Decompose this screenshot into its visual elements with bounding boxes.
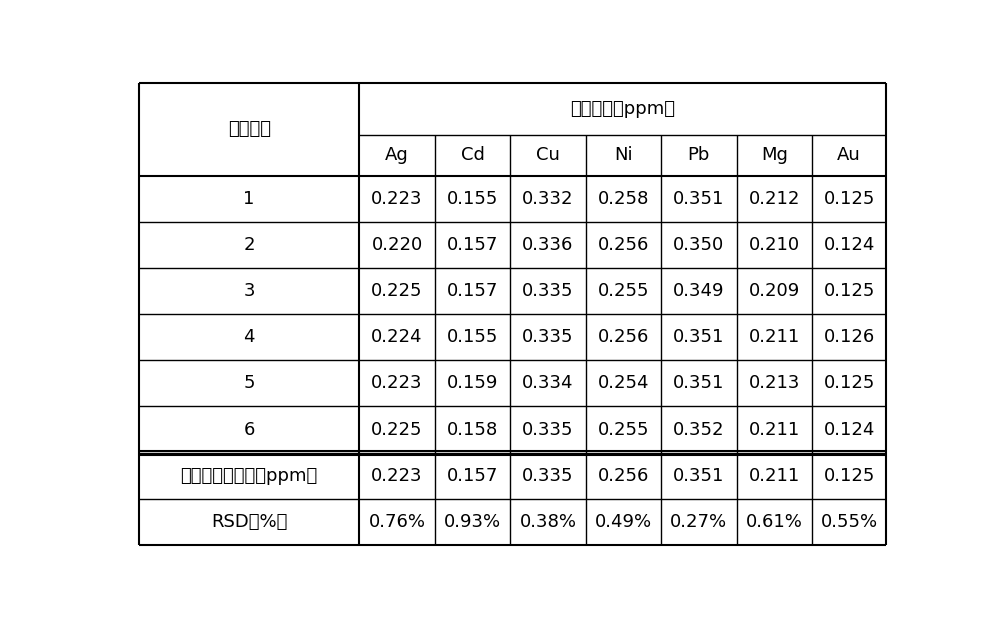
Text: 0.334: 0.334 [522, 374, 574, 392]
Text: 0.76%: 0.76% [369, 513, 426, 531]
Text: 0.210: 0.210 [749, 236, 800, 254]
Text: Ag: Ag [385, 146, 409, 164]
Text: 0.55%: 0.55% [821, 513, 878, 531]
Text: 0.124: 0.124 [823, 420, 875, 439]
Text: 杂质含量平均值（ppm）: 杂质含量平均值（ppm） [181, 466, 318, 485]
Text: 2: 2 [243, 236, 255, 254]
Text: 1: 1 [243, 190, 255, 208]
Text: 0.350: 0.350 [673, 236, 725, 254]
Text: 0.224: 0.224 [371, 328, 423, 346]
Text: 0.332: 0.332 [522, 190, 574, 208]
Text: Ni: Ni [614, 146, 633, 164]
Text: 0.351: 0.351 [673, 328, 725, 346]
Text: 0.155: 0.155 [447, 328, 498, 346]
Text: 杂质含量（ppm）: 杂质含量（ppm） [570, 100, 675, 118]
Text: 0.254: 0.254 [598, 374, 649, 392]
Text: 0.335: 0.335 [522, 420, 574, 439]
Text: 0.335: 0.335 [522, 328, 574, 346]
Text: 3: 3 [243, 282, 255, 300]
Text: 0.220: 0.220 [371, 236, 423, 254]
Text: 0.223: 0.223 [371, 466, 423, 485]
Text: 0.157: 0.157 [447, 236, 498, 254]
Text: 0.351: 0.351 [673, 466, 725, 485]
Text: 6: 6 [243, 420, 255, 439]
Text: Mg: Mg [761, 146, 788, 164]
Text: 0.125: 0.125 [823, 466, 875, 485]
Text: 0.258: 0.258 [598, 190, 649, 208]
Text: Pb: Pb [688, 146, 710, 164]
Text: 0.351: 0.351 [673, 374, 725, 392]
Text: 0.335: 0.335 [522, 282, 574, 300]
Text: 0.256: 0.256 [598, 466, 649, 485]
Text: Cu: Cu [536, 146, 560, 164]
Text: 0.225: 0.225 [371, 282, 423, 300]
Text: 试验次数: 试验次数 [228, 121, 271, 139]
Text: RSD（%）: RSD（%） [211, 513, 287, 531]
Text: 0.38%: 0.38% [519, 513, 576, 531]
Text: 0.93%: 0.93% [444, 513, 501, 531]
Text: 0.124: 0.124 [823, 236, 875, 254]
Text: 0.27%: 0.27% [670, 513, 727, 531]
Text: 4: 4 [243, 328, 255, 346]
Text: 0.211: 0.211 [749, 328, 800, 346]
Text: 0.126: 0.126 [823, 328, 875, 346]
Text: 0.213: 0.213 [749, 374, 800, 392]
Text: 0.125: 0.125 [823, 374, 875, 392]
Text: 0.255: 0.255 [598, 420, 649, 439]
Text: 0.155: 0.155 [447, 190, 498, 208]
Text: 0.352: 0.352 [673, 420, 725, 439]
Text: 0.223: 0.223 [371, 190, 423, 208]
Text: 0.157: 0.157 [447, 282, 498, 300]
Text: Cd: Cd [461, 146, 484, 164]
Text: 0.125: 0.125 [823, 282, 875, 300]
Text: 0.212: 0.212 [749, 190, 800, 208]
Text: 0.351: 0.351 [673, 190, 725, 208]
Text: 5: 5 [243, 374, 255, 392]
Text: 0.255: 0.255 [598, 282, 649, 300]
Text: 0.336: 0.336 [522, 236, 574, 254]
Text: 0.159: 0.159 [447, 374, 498, 392]
Text: 0.335: 0.335 [522, 466, 574, 485]
Text: 0.223: 0.223 [371, 374, 423, 392]
Text: 0.256: 0.256 [598, 236, 649, 254]
Text: 0.211: 0.211 [749, 420, 800, 439]
Text: 0.225: 0.225 [371, 420, 423, 439]
Text: 0.209: 0.209 [749, 282, 800, 300]
Text: 0.158: 0.158 [447, 420, 498, 439]
Text: 0.157: 0.157 [447, 466, 498, 485]
Text: Au: Au [837, 146, 861, 164]
Text: 0.61%: 0.61% [746, 513, 803, 531]
Text: 0.211: 0.211 [749, 466, 800, 485]
Text: 0.349: 0.349 [673, 282, 725, 300]
Text: 0.125: 0.125 [823, 190, 875, 208]
Text: 0.256: 0.256 [598, 328, 649, 346]
Text: 0.49%: 0.49% [595, 513, 652, 531]
